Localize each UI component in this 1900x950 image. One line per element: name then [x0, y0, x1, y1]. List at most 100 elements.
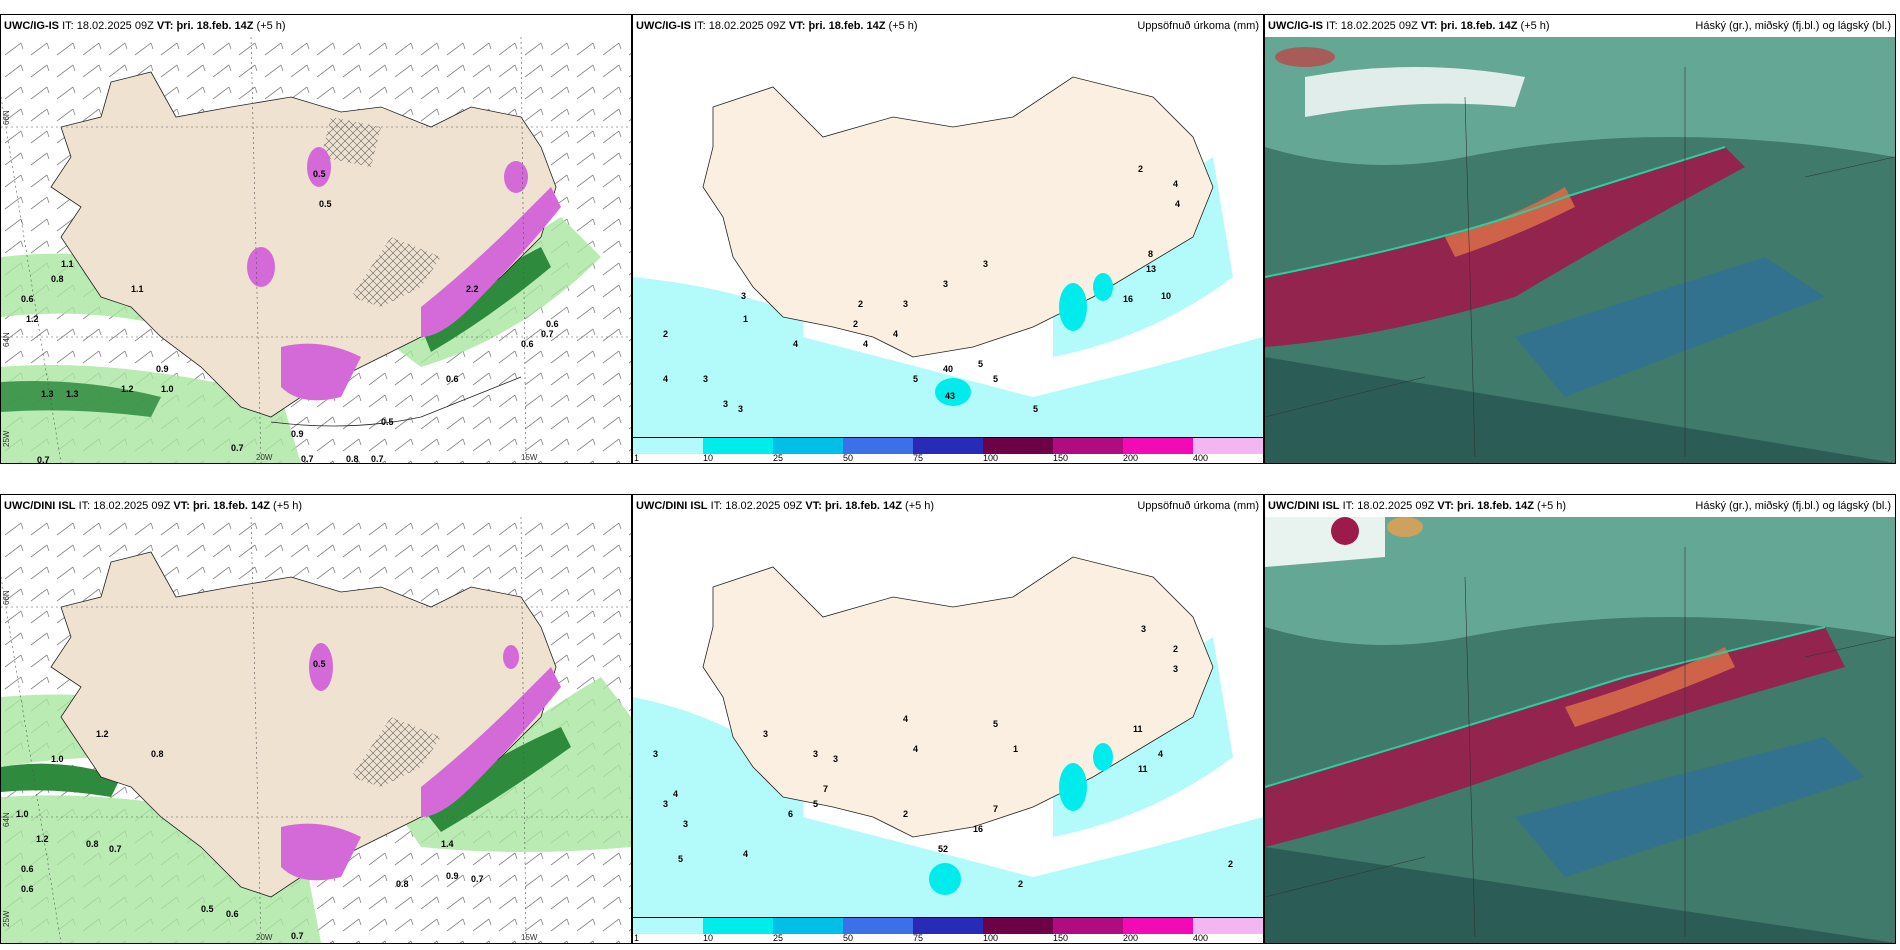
value-label: 3 [943, 279, 948, 289]
init-time: 18.02.2025 09Z [708, 20, 786, 32]
value-label: 0.8 [396, 879, 409, 889]
value-label: 0.6 [546, 319, 559, 329]
valid-time: þri. 18.feb. 14Z [824, 500, 902, 512]
value-label: 0.8 [346, 454, 359, 463]
value-label: 2 [903, 809, 908, 819]
wind-map-panel-row2: UWC/DINI ISL IT: 18.02.2025 09Z VT: þri.… [0, 494, 632, 944]
lead-time: (+5 h) [905, 500, 935, 512]
lead-time: (+5 h) [273, 500, 303, 512]
precip-map-panel-row2: UWC/DINI ISL IT: 18.02.2025 09Z VT: þri.… [632, 494, 1264, 944]
value-label: 3 [741, 291, 746, 301]
precip-map: 2 4 4 8 13 16 10 3 4 3 2 1 3 2 4 3 3 4 5… [633, 37, 1263, 437]
value-label: 6 [788, 809, 793, 819]
panel-header: UWC/IG-IS IT: 18.02.2025 09Z VT: þri. 18… [1265, 15, 1895, 37]
value-label: 3 [663, 799, 668, 809]
value-label: 4 [1158, 749, 1163, 759]
value-label: 5 [813, 799, 818, 809]
value-label: 3 [738, 404, 743, 414]
value-label: 0.5 [381, 417, 394, 427]
valid-time: þri. 18.feb. 14Z [192, 500, 270, 512]
valid-time: þri. 18.feb. 14Z [1456, 500, 1534, 512]
value-label: 5 [678, 854, 683, 864]
value-label: 3 [813, 749, 818, 759]
value-label: 1.0 [161, 384, 174, 394]
value-label: 10 [1161, 291, 1171, 301]
wind-map: 66N 64N 25W 20W 15W 0.5 0.5 0.6 1.3 1.1 … [1, 37, 631, 463]
lead-time: (+5 h) [256, 20, 286, 32]
value-label: 3 [683, 819, 688, 829]
legend-label: 150 [1053, 453, 1069, 463]
legend-label: 75 [913, 453, 924, 463]
value-label: 2 [858, 299, 863, 309]
legend-swatch [633, 437, 704, 454]
init-time: 18.02.2025 09Z [93, 500, 171, 512]
valid-time: þri. 18.feb. 14Z [176, 20, 254, 32]
value-label: 3 [1173, 664, 1178, 674]
model-name: UWC/DINI ISL [4, 500, 76, 512]
value-label: 11 [1138, 764, 1148, 774]
value-label: 0.6 [521, 339, 534, 349]
value-label: 4 [863, 339, 868, 349]
lat-label-66: 66N [2, 590, 11, 605]
legend-label: 50 [843, 933, 854, 943]
wind-values: 0.5 0.5 0.6 1.3 1.1 0.8 0.6 1.2 1.1 0.9 … [21, 169, 559, 463]
legend-label: 50 [843, 453, 854, 463]
panel-header: UWC/IG-IS IT: 18.02.2025 09Z VT: þri. 18… [633, 15, 1263, 37]
legend-label: 100 [983, 453, 999, 463]
value-label: 1.1 [131, 284, 144, 294]
wind-map-panel-row1: UWC/IG-IS IT: 18.02.2025 09Z VT: þri. 18… [0, 14, 632, 464]
value-label: 1 [743, 314, 748, 324]
legend-swatch [1123, 917, 1194, 934]
lead-time: (+5 h) [1520, 20, 1550, 32]
value-label: 1.2 [26, 314, 39, 324]
value-label: 1.3 [66, 389, 79, 399]
value-label: 2 [1173, 644, 1178, 654]
model-name: UWC/IG-IS [4, 20, 59, 32]
legend-swatch [1053, 437, 1124, 454]
value-label: 3 [763, 729, 768, 739]
lon-label-20: 20W [256, 453, 273, 462]
lat-label-64: 64N [2, 332, 11, 347]
legend-swatch [773, 437, 844, 454]
init-time: 18.02.2025 09Z [1340, 20, 1418, 32]
legend-swatch [843, 917, 914, 934]
precip-map: 3 2 3 11 11 4 3 4 4 3 3 5 4 7 6 5 2 16 7… [633, 517, 1263, 917]
value-label: 0.5 [319, 199, 332, 209]
legend-swatch [1193, 437, 1263, 454]
precip-legend: 1 10 25 50 75 100 150 200 400 [633, 917, 1263, 943]
value-label: 1.0 [16, 809, 29, 819]
value-label: 2 [663, 329, 668, 339]
value-label: 0.8 [86, 839, 99, 849]
value-label: 43 [945, 391, 955, 401]
value-label: 0.8 [51, 274, 64, 284]
value-label: 2 [1018, 879, 1023, 889]
lat-label-66: 66N [2, 110, 11, 125]
value-label: 8 [1148, 249, 1153, 259]
value-label: 1.2 [36, 834, 49, 844]
value-label: 4 [673, 789, 678, 799]
value-label: 7 [823, 784, 828, 794]
value-label: 2.2 [466, 284, 479, 294]
legend-swatch [703, 917, 774, 934]
value-label: 0.6 [226, 909, 239, 919]
value-label: 3 [833, 754, 838, 764]
value-label: 5 [913, 374, 918, 384]
value-label: 2 [1138, 164, 1143, 174]
legend-label: 400 [1193, 933, 1209, 943]
lon-label-15: 15W [521, 453, 538, 462]
value-label: 1.1 [61, 259, 74, 269]
value-label: 7 [993, 804, 998, 814]
value-label: 4 [663, 374, 668, 384]
legend-swatch [703, 437, 774, 454]
legend-label: 150 [1053, 933, 1069, 943]
value-label: 0.6 [21, 864, 34, 874]
value-label: 0.7 [109, 844, 122, 854]
legend-swatch [1193, 917, 1263, 934]
lead-time: (+5 h) [1537, 500, 1567, 512]
precip-title: Uppsöfnuð úrkoma (mm) [1137, 500, 1259, 512]
legend-label: 200 [1123, 453, 1139, 463]
value-label: 0.9 [291, 429, 304, 439]
value-label: 2 [853, 319, 858, 329]
legend-label: 400 [1193, 453, 1209, 463]
init-time: 18.02.2025 09Z [725, 500, 803, 512]
